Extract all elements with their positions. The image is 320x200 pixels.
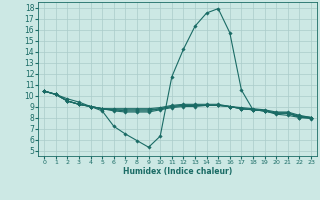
X-axis label: Humidex (Indice chaleur): Humidex (Indice chaleur) — [123, 167, 232, 176]
